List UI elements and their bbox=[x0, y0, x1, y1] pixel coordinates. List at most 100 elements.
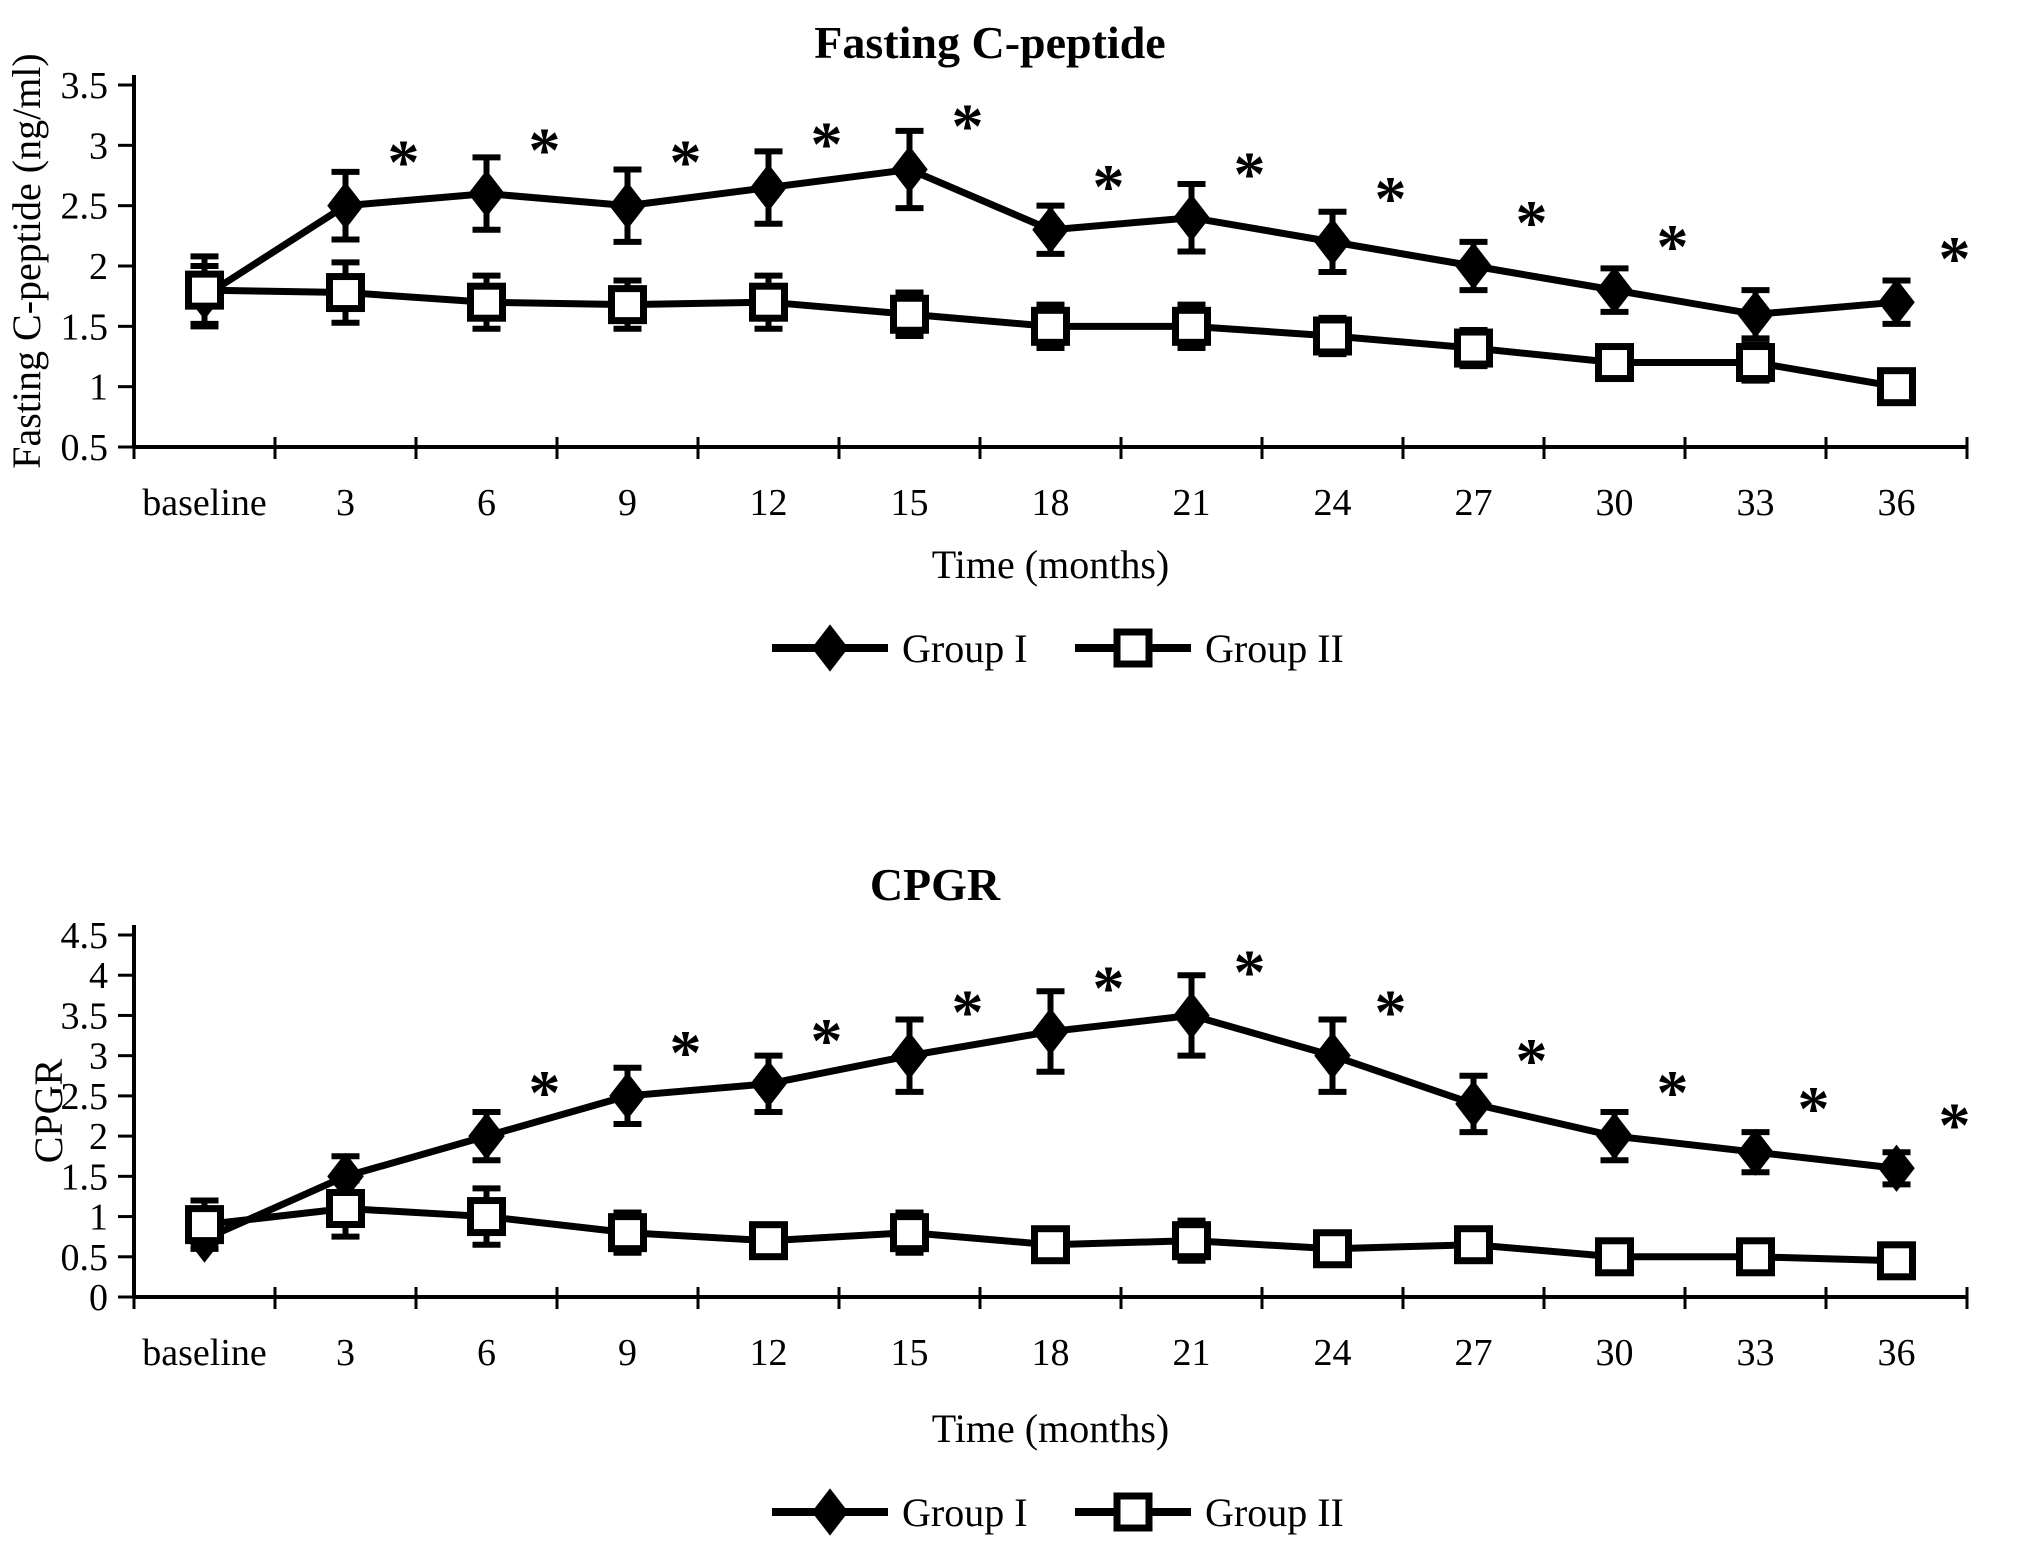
marker-group-i bbox=[1173, 991, 1210, 1040]
marker-group-i bbox=[1455, 1080, 1492, 1128]
marker-group-i bbox=[1737, 1128, 1774, 1176]
y-tick-label: 2 bbox=[89, 246, 108, 288]
x-tick-label: 33 bbox=[1737, 1332, 1775, 1374]
y-tick-label: 1 bbox=[89, 1197, 108, 1239]
x-tick-label: 27 bbox=[1455, 482, 1493, 524]
marker-group-i bbox=[1737, 290, 1774, 338]
marker-group-ii bbox=[890, 294, 929, 334]
marker-group-ii bbox=[1736, 1237, 1775, 1277]
marker-group-ii bbox=[1454, 1225, 1493, 1265]
x-tick-label: 27 bbox=[1455, 1332, 1493, 1374]
y-tick-label: 2.5 bbox=[61, 1076, 109, 1118]
marker-group-ii bbox=[1313, 316, 1352, 356]
significance-asterisk: * bbox=[388, 127, 420, 198]
x-tick-label: 30 bbox=[1596, 1332, 1634, 1374]
marker-group-i bbox=[609, 182, 646, 230]
x-tick-label: 12 bbox=[750, 482, 788, 524]
x-tick-label: 6 bbox=[477, 482, 496, 524]
legend: Group I Group II bbox=[772, 1488, 1344, 1536]
x-tick-label: 3 bbox=[336, 1332, 355, 1374]
x-tick-label: 21 bbox=[1173, 482, 1211, 524]
x-tick-label: 15 bbox=[891, 482, 929, 524]
marker-group-ii bbox=[1031, 306, 1070, 346]
y-tick-label: 3 bbox=[89, 125, 108, 167]
significance-asterisk: * bbox=[1657, 1057, 1689, 1128]
legend: Group I Group II bbox=[772, 624, 1344, 672]
marker-group-i bbox=[891, 1032, 928, 1080]
legend-marker-group-i bbox=[811, 1488, 849, 1536]
marker-group-i bbox=[750, 163, 787, 212]
marker-group-ii bbox=[1172, 306, 1211, 346]
marker-group-ii bbox=[1172, 1221, 1211, 1261]
x-tick-label: 36 bbox=[1878, 482, 1916, 524]
marker-group-ii bbox=[467, 1197, 506, 1237]
marker-group-i bbox=[1173, 194, 1210, 242]
series-group-i: * * * * * * * * * * * bbox=[186, 90, 1971, 342]
significance-asterisk: * bbox=[1375, 977, 1407, 1048]
marker-group-ii bbox=[1313, 1229, 1352, 1269]
x-tick-label: 3 bbox=[336, 482, 355, 524]
x-tick-label: 6 bbox=[477, 1332, 496, 1374]
marker-group-i bbox=[1596, 266, 1633, 314]
y-tick-label: 0.5 bbox=[61, 427, 109, 469]
y-axis-title: CPGR bbox=[26, 1058, 71, 1163]
marker-group-ii bbox=[326, 1189, 365, 1229]
x-tick-label: baseline bbox=[142, 482, 267, 524]
x-tick-label: 36 bbox=[1878, 1332, 1916, 1374]
y-tick-label: 3.5 bbox=[61, 995, 109, 1037]
y-tick-label: 1.5 bbox=[61, 1156, 109, 1198]
significance-asterisk: * bbox=[1093, 151, 1125, 222]
significance-asterisk: * bbox=[1234, 139, 1266, 210]
marker-group-ii bbox=[185, 270, 224, 310]
x-tick-label: 18 bbox=[1032, 482, 1070, 524]
marker-group-i bbox=[1596, 1112, 1633, 1160]
marker-group-ii bbox=[1877, 1241, 1916, 1281]
marker-group-i bbox=[1032, 1007, 1069, 1056]
y-axis-title: Fasting C-peptide (ng/ml) bbox=[4, 53, 49, 469]
marker-group-i bbox=[1314, 1032, 1351, 1080]
chart-panel-fasting-c-peptide: Fasting C-peptide 0.5 1 1.5 2 2.5 3 3.5 baseline… bbox=[4, 17, 1971, 672]
marker-group-ii bbox=[1736, 343, 1775, 383]
significance-asterisk: * bbox=[1093, 953, 1125, 1024]
y-tick-label: 0.5 bbox=[61, 1237, 109, 1279]
marker-group-i bbox=[327, 182, 364, 230]
x-axis-title: Time (months) bbox=[932, 1406, 1169, 1451]
marker-group-i bbox=[891, 145, 928, 194]
marker-group-ii bbox=[608, 285, 647, 325]
legend-marker-group-ii bbox=[1113, 628, 1153, 668]
marker-group-i bbox=[1878, 278, 1915, 326]
legend-label-group-ii: Group II bbox=[1205, 1490, 1344, 1535]
significance-asterisk: * bbox=[952, 90, 984, 161]
x-tick-label: 33 bbox=[1737, 482, 1775, 524]
x-tick-label: 21 bbox=[1173, 1332, 1211, 1374]
y-tick-label: 0 bbox=[89, 1277, 108, 1319]
legend-label-group-i: Group I bbox=[902, 1490, 1028, 1535]
x-tick-label: baseline bbox=[142, 1332, 267, 1374]
y-tick-label: 3 bbox=[89, 1036, 108, 1078]
significance-asterisk: * bbox=[529, 1057, 561, 1128]
y-tick-label: 2 bbox=[89, 1116, 108, 1158]
y-tick-label: 3.5 bbox=[61, 65, 109, 107]
significance-asterisk: * bbox=[811, 109, 843, 180]
legend-label-group-i: Group I bbox=[902, 626, 1028, 671]
x-tick-label: 12 bbox=[750, 1332, 788, 1374]
marker-group-i bbox=[468, 169, 505, 218]
marker-group-ii bbox=[1454, 328, 1493, 368]
significance-asterisk: * bbox=[1657, 211, 1689, 282]
marker-group-i bbox=[1455, 242, 1492, 290]
marker-group-ii bbox=[1595, 1237, 1634, 1277]
marker-group-i bbox=[609, 1072, 646, 1120]
chart-title: Fasting C-peptide bbox=[814, 17, 1165, 68]
legend-marker-group-ii bbox=[1113, 1492, 1153, 1532]
significance-asterisk: * bbox=[811, 1005, 843, 1076]
x-tick-label: 18 bbox=[1032, 1332, 1070, 1374]
marker-group-i bbox=[1032, 206, 1069, 254]
x-tick-label: 24 bbox=[1314, 482, 1352, 524]
significance-asterisk: * bbox=[1516, 187, 1548, 258]
marker-group-i bbox=[1878, 1144, 1915, 1192]
significance-asterisk: * bbox=[1234, 936, 1266, 1007]
marker-group-ii bbox=[749, 282, 788, 322]
significance-asterisk: * bbox=[1798, 1073, 1830, 1144]
marker-group-ii bbox=[749, 1221, 788, 1261]
